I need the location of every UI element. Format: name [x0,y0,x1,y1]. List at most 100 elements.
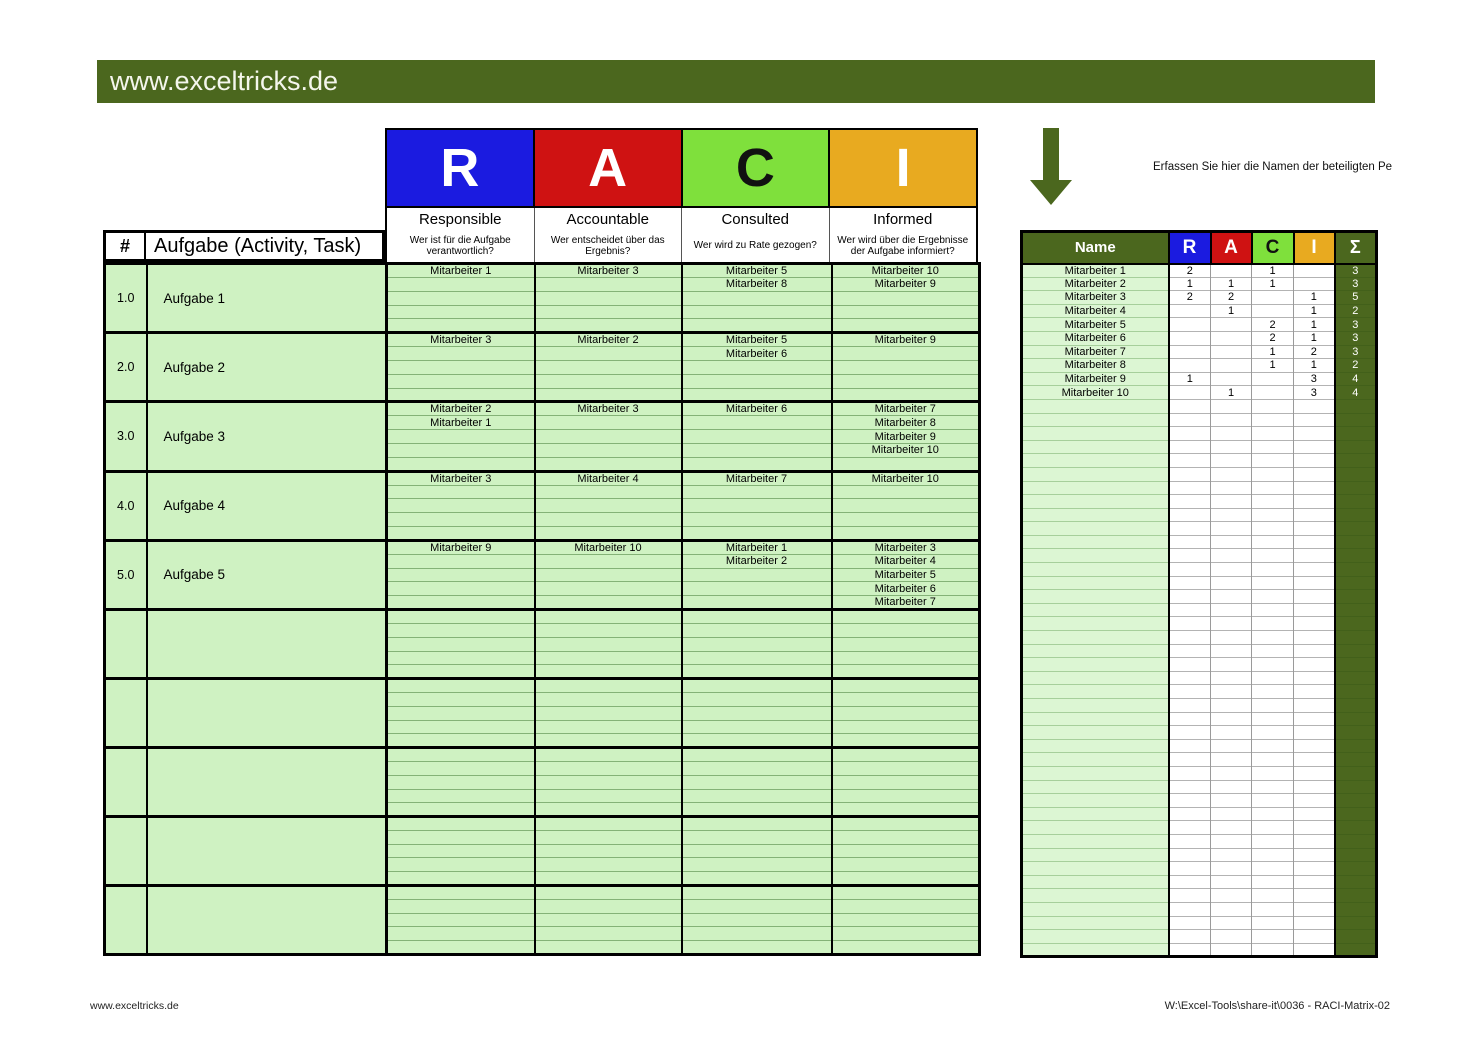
assignment-cell[interactable]: Mitarbeiter 10 [830,442,980,458]
assignment-cell[interactable] [830,746,980,762]
assignment-cell[interactable] [533,318,682,333]
person-name-cell[interactable] [1021,398,1170,414]
person-name-cell[interactable] [1021,847,1170,862]
assignment-cell[interactable] [533,525,682,541]
assignment-cell[interactable]: Mitarbeiter 7 [830,400,980,416]
person-name-cell[interactable] [1021,534,1170,549]
assignment-cell[interactable] [385,290,535,306]
assignment-cell[interactable] [680,884,832,900]
person-name-cell[interactable] [1021,521,1170,536]
assignment-cell[interactable] [385,581,535,596]
assignment-cell[interactable] [385,871,535,886]
assignment-cell[interactable] [680,705,832,721]
task-number-cell[interactable] [104,884,148,955]
assignment-cell[interactable] [533,926,682,941]
assignment-cell[interactable] [830,884,980,900]
task-number-cell[interactable] [104,677,148,748]
assignment-cell[interactable] [385,802,535,817]
assignment-cell[interactable] [680,733,832,748]
assignment-cell[interactable] [830,608,980,624]
assignment-cell[interactable] [533,484,682,499]
assignment-cell[interactable] [830,719,980,734]
assignment-cell[interactable] [830,650,980,665]
assignment-cell[interactable] [385,719,535,734]
task-number-cell[interactable] [104,815,148,886]
assignment-cell[interactable] [533,373,682,389]
assignment-cell[interactable]: Mitarbeiter 5 [680,262,832,278]
assignment-cell[interactable] [533,553,682,569]
assignment-cell[interactable] [680,290,832,306]
assignment-cell[interactable] [533,595,682,610]
task-name-cell[interactable] [146,677,388,748]
assignment-cell[interactable]: Mitarbeiter 7 [830,595,980,610]
assignment-cell[interactable] [830,871,980,886]
assignment-cell[interactable] [830,359,980,375]
assignment-cell[interactable]: Mitarbeiter 4 [830,553,980,569]
assignment-cell[interactable]: Mitarbeiter 3 [533,262,682,278]
assignment-cell[interactable] [680,746,832,762]
task-number-cell[interactable] [104,608,148,679]
person-name-cell[interactable] [1021,915,1170,930]
person-name-cell[interactable]: Mitarbeiter 6 [1021,330,1170,346]
assignment-cell[interactable] [680,608,832,624]
assignment-cell[interactable] [680,760,832,776]
person-name-cell[interactable] [1021,602,1170,617]
person-name-cell[interactable] [1021,575,1170,590]
task-number-cell[interactable] [104,746,148,817]
assignment-cell[interactable] [680,843,832,858]
assignment-cell[interactable]: Mitarbeiter 3 [385,469,535,486]
assignment-cell[interactable] [385,525,535,541]
assignment-cell[interactable] [533,442,682,458]
assignment-cell[interactable] [533,636,682,652]
assignment-cell[interactable] [385,815,535,831]
assignment-cell[interactable]: Mitarbeiter 3 [385,331,535,347]
assignment-cell[interactable] [385,304,535,319]
person-name-cell[interactable]: Mitarbeiter 8 [1021,358,1170,373]
assignment-cell[interactable] [830,304,980,319]
assignment-cell[interactable] [680,719,832,734]
assignment-cell[interactable] [680,677,832,693]
assignment-cell[interactable] [680,359,832,375]
assignment-cell[interactable] [385,733,535,748]
assignment-cell[interactable] [533,429,682,444]
assignment-cell[interactable] [830,802,980,817]
assignment-cell[interactable] [533,277,682,292]
person-name-cell[interactable] [1021,942,1170,957]
person-name-cell[interactable] [1021,820,1170,835]
person-name-cell[interactable] [1021,725,1170,740]
assignment-cell[interactable] [533,884,682,900]
assignment-cell[interactable] [533,664,682,679]
assignment-cell[interactable] [680,650,832,665]
assignment-cell[interactable]: Mitarbeiter 2 [385,400,535,416]
assignment-cell[interactable] [385,677,535,693]
task-name-cell[interactable]: Aufgabe 2 [146,331,388,402]
assignment-cell[interactable] [680,373,832,389]
assignment-cell[interactable] [385,387,535,402]
assignment-cell[interactable]: Mitarbeiter 9 [830,429,980,444]
assignment-cell[interactable] [830,760,980,776]
assignment-cell[interactable] [830,912,980,927]
assignment-cell[interactable] [830,705,980,721]
assignment-cell[interactable] [680,415,832,430]
person-name-cell[interactable] [1021,929,1170,944]
person-name-cell[interactable] [1021,698,1170,713]
assignment-cell[interactable] [533,788,682,803]
assignment-cell[interactable]: Mitarbeiter 9 [830,331,980,347]
assignment-cell[interactable] [830,373,980,389]
person-name-cell[interactable] [1021,643,1170,658]
assignment-cell[interactable]: Mitarbeiter 6 [680,400,832,416]
assignment-cell[interactable] [533,733,682,748]
assignment-cell[interactable] [830,636,980,652]
assignment-cell[interactable] [385,691,535,707]
assignment-cell[interactable] [830,498,980,513]
assignment-cell[interactable] [830,456,980,472]
person-name-cell[interactable] [1021,738,1170,753]
person-name-cell[interactable] [1021,453,1170,468]
person-name-cell[interactable] [1021,861,1170,876]
person-name-cell[interactable]: Mitarbeiter 7 [1021,344,1170,359]
assignment-cell[interactable] [680,429,832,444]
assignment-cell[interactable] [680,442,832,458]
assignment-cell[interactable] [680,940,832,955]
assignment-cell[interactable] [533,512,682,527]
assignment-cell[interactable]: Mitarbeiter 1 [385,415,535,430]
